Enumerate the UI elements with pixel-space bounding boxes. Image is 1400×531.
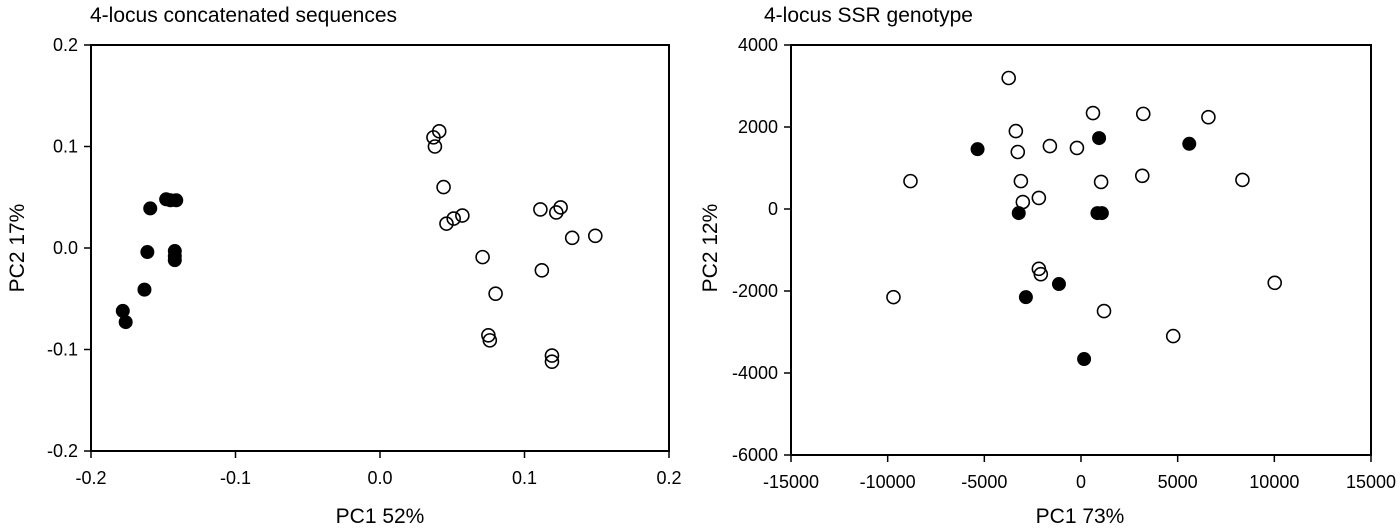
open-data-point (1135, 106, 1151, 122)
open-data-point (548, 205, 564, 220)
x-tick-label: -0.2 (75, 468, 106, 488)
scatter-plot-concatenated-sequences: 4-locus concatenated sequences -0.2 -0.1 0… (6, 4, 682, 528)
open-data-point (439, 216, 454, 231)
chart-title: 4-locus concatenated sequences (90, 4, 397, 27)
open-data-point (1001, 70, 1016, 86)
filled-data-point (118, 315, 133, 330)
open-data-point (488, 286, 503, 301)
open-data-point (533, 202, 548, 217)
open-data-point (1235, 172, 1250, 188)
open-data-point (475, 249, 490, 265)
chart-panel-concatenated-sequences: 4-locus concatenated sequences -0.2 -0.1 0… (6, 4, 682, 528)
open-data-point (1165, 328, 1181, 344)
open-data-point (1010, 144, 1026, 160)
x-tick-label: -0.1 (220, 468, 251, 488)
open-data-point (1093, 174, 1109, 190)
open-data-point (1069, 140, 1085, 156)
plot-area: -15000 -10000 -5000 0 5000 10000 15000 -6000 -40… (732, 35, 1396, 492)
open-data-point (564, 230, 580, 246)
filled-data-point (1094, 206, 1109, 221)
x-axis-label: PC1 52% (336, 505, 425, 528)
filled-data-point (1182, 136, 1197, 151)
chart-panel-ssr-genotype: 4-locus SSR genotype -15000 -10000 -5000 0 5… (700, 0, 1400, 531)
x-tick-label: 0.0 (367, 468, 392, 488)
open-data-point (1134, 168, 1150, 184)
open-data-point (886, 289, 901, 305)
open-data-point (553, 200, 568, 215)
open-data-point (1031, 190, 1047, 206)
open-data-point (1042, 138, 1058, 154)
filled-data-point (137, 282, 152, 297)
y-axis-label: PC2 17% (6, 204, 29, 293)
open-data-point (446, 211, 461, 226)
open-data-point (534, 263, 550, 278)
open-data-point (544, 354, 560, 369)
filled-data-point (169, 193, 184, 208)
y-tick-label: -0.2 (47, 441, 78, 461)
y-tick-label: 2000 (738, 117, 778, 137)
open-data-point (1096, 303, 1112, 319)
scatter-plot-ssr-genotype: 4-locus SSR genotype -15000 -10000 -5000 0 5… (700, 4, 1396, 528)
x-tick-label: 0 (1076, 472, 1086, 492)
y-tick-label: 0.0 (53, 238, 78, 258)
x-tick-label: 0.2 (656, 468, 681, 488)
open-data-point (1201, 109, 1216, 125)
y-tick-label: -2000 (732, 281, 778, 301)
x-tick-label: 15000 (1346, 472, 1396, 492)
y-tick-label: 0 (768, 199, 778, 219)
x-tick-label: -15000 (763, 472, 819, 492)
open-data-point (427, 139, 443, 154)
open-data-point (544, 348, 560, 363)
filled-data-point (167, 253, 182, 268)
y-axis-label: PC2 12% (700, 204, 722, 293)
open-data-point (426, 130, 441, 145)
chart-title: 4-locus SSR genotype (764, 4, 973, 27)
filled-data-point (1092, 131, 1107, 146)
plot-frame (790, 44, 1372, 456)
x-tick-label: 10000 (1249, 472, 1299, 492)
filled-data-point (1018, 290, 1033, 305)
x-tick-label: 0.1 (512, 468, 537, 488)
open-data-point (1085, 105, 1101, 121)
open-data-point (1267, 275, 1283, 291)
open-data-point (1013, 173, 1029, 189)
filled-data-point (143, 201, 158, 216)
open-data-point (1033, 266, 1049, 282)
y-tick-label: 0.1 (53, 137, 78, 157)
y-tick-label: 0.2 (53, 35, 78, 55)
y-tick-label: 4000 (738, 35, 778, 55)
x-tick-label: -10000 (860, 472, 916, 492)
open-data-point (1015, 194, 1031, 210)
open-data-point (588, 228, 603, 244)
open-data-point (455, 208, 470, 223)
open-data-point (1008, 123, 1024, 139)
x-tick-label: 5000 (1158, 472, 1198, 492)
y-tick-label: -4000 (732, 363, 778, 383)
y-tick-label: -0.1 (47, 340, 78, 360)
open-data-point (482, 333, 498, 348)
open-data-point (903, 173, 918, 189)
filled-data-point (1051, 277, 1066, 292)
plot-area: -0.2 -0.1 0.0 0.1 0.2 -0.2 -0.1 0.0 0.1 0.2 (47, 35, 682, 488)
filled-data-point (140, 245, 155, 260)
filled-data-point (970, 142, 985, 157)
x-tick-label: -5000 (961, 472, 1007, 492)
x-axis-label: PC1 73% (1036, 505, 1125, 528)
y-tick-label: -6000 (732, 445, 778, 465)
filled-data-point (1077, 352, 1092, 367)
open-data-point (436, 179, 451, 195)
